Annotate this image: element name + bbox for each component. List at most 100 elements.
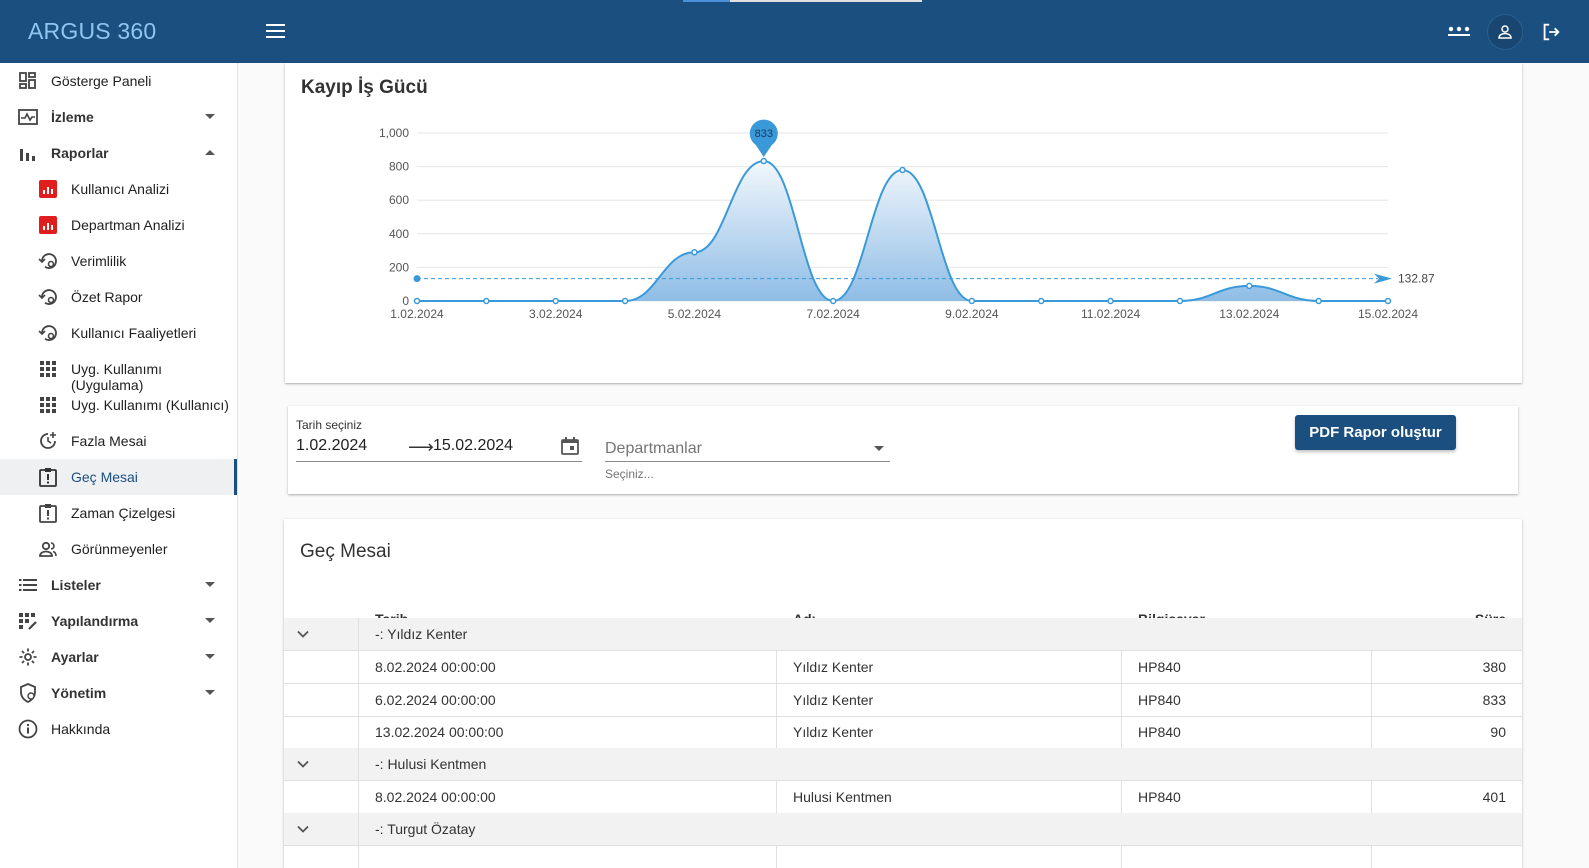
- cell-name: Yıldız Kenter: [793, 692, 874, 708]
- cell-computer: HP840: [1138, 724, 1181, 740]
- cell-date: 13.02.2024 00:00:00: [375, 724, 504, 740]
- sidebar-item-app-usage-app[interactable]: Uyg. Kullanımı (Uygulama): [0, 351, 237, 393]
- table-row[interactable]: 8.02.2024 00:00:00 Hulusi Kentmen HP840 …: [284, 781, 1522, 814]
- group-label: -: Turgut Özatay: [375, 821, 476, 837]
- sidebar-item-app-usage-user[interactable]: Uyg. Kullanımı (Kullanıcı): [0, 387, 237, 423]
- sidebar-item-label: Verimlilik: [71, 253, 127, 269]
- sidebar-item-overtime[interactable]: Fazla Mesai: [0, 423, 237, 459]
- sidebar-item-timesheet[interactable]: Zaman Çizelgesi: [0, 495, 237, 531]
- x-tick-label: 9.02.2024: [945, 307, 999, 321]
- department-underline: [605, 461, 890, 462]
- sidebar-item-label: Fazla Mesai: [71, 433, 147, 449]
- data-point: [899, 166, 906, 174]
- sidebar-item-label: Kullanıcı Faaliyetleri: [71, 325, 197, 341]
- cell-date: 8.02.2024 00:00:00: [375, 659, 496, 675]
- sidebar-item-settings[interactable]: Ayarlar: [0, 639, 237, 675]
- cell-computer: HP840: [1138, 659, 1181, 675]
- sidebar-item-reports[interactable]: Raporlar: [0, 135, 237, 171]
- sidebar-item-label: Uyg. Kullanımı (Kullanıcı): [71, 397, 229, 413]
- config-grid-icon: [19, 613, 37, 630]
- hamburger-icon: [266, 24, 285, 26]
- calendar-icon[interactable]: [560, 436, 580, 456]
- average-label: 132.87: [1398, 272, 1435, 286]
- chevron-down-icon[interactable]: [297, 758, 309, 770]
- end-date-input[interactable]: 15.02.2024: [433, 437, 514, 454]
- sidebar-item-label: Zaman Çizelgesi: [71, 505, 176, 521]
- sidebar-item-label: Hakkında: [51, 721, 111, 737]
- data-point: [829, 297, 837, 305]
- report-red-icon: [39, 180, 57, 198]
- sidebar-item-late-shift[interactable]: Geç Mesai: [0, 459, 237, 495]
- sidebar-item-dashboard[interactable]: Gösterge Paneli: [0, 63, 237, 99]
- sidebar-item-user-analysis[interactable]: Kullanıcı Analizi: [0, 171, 237, 207]
- list-icon: [19, 579, 37, 591]
- filter-card: Tarih seçiniz 1.02.2024 ⟶ 15.02.2024 Dep…: [288, 406, 1518, 494]
- sidebar-item-summary-report[interactable]: Özet Rapor: [0, 279, 237, 315]
- create-pdf-report-button[interactable]: PDF Rapor oluştur: [1295, 415, 1456, 450]
- loading-indicator: [683, 0, 730, 2]
- y-tick-label: 600: [389, 193, 409, 207]
- data-point: [1176, 297, 1184, 305]
- user-icon: [1498, 25, 1512, 39]
- sidebar-item-monitoring[interactable]: İzleme: [0, 99, 237, 135]
- cell-name: Hulusi Kentmen: [793, 789, 892, 805]
- table-row[interactable]: 13.02.2024 00:00:00 Yıldız Kenter HP840 …: [284, 716, 1522, 749]
- group-row[interactable]: -: Hulusi Kentmen: [284, 748, 1522, 781]
- cell-computer: HP840: [1138, 789, 1181, 805]
- cell-date: 8.02.2024 00:00:00: [375, 789, 496, 805]
- group-row[interactable]: -: Yıldız Kenter: [284, 618, 1522, 651]
- x-tick-label: 5.02.2024: [668, 307, 722, 321]
- sidebar-item-productivity[interactable]: Verimlilik: [0, 243, 237, 279]
- table-row-partial[interactable]: [284, 846, 1522, 868]
- sidebar-item-label: Gösterge Paneli: [51, 73, 152, 89]
- grid-icon: [40, 397, 56, 413]
- sidebar-item-label: Departman Analizi: [71, 217, 185, 233]
- chevron-down-icon[interactable]: [297, 628, 309, 640]
- sidebar-item-invisibles[interactable]: Görünmeyenler: [0, 531, 237, 567]
- x-tick-label: 7.02.2024: [806, 307, 860, 321]
- sidebar-item-label: Listeler: [51, 577, 101, 593]
- logout-button[interactable]: [1533, 14, 1569, 50]
- cell-duration: 401: [1482, 789, 1506, 805]
- x-tick-label: 3.02.2024: [529, 307, 583, 321]
- department-select[interactable]: Departmanlar: [605, 440, 702, 457]
- data-point: [621, 297, 629, 305]
- group-label: -: Yıldız Kenter: [375, 626, 468, 642]
- sidebar-item-user-activities[interactable]: Kullanıcı Faaliyetleri: [0, 315, 237, 351]
- user-account-button[interactable]: [1487, 14, 1523, 50]
- history-gear-icon: [38, 253, 57, 269]
- sidebar-item-label: Ayarlar: [51, 649, 99, 665]
- y-tick-label: 800: [389, 160, 409, 174]
- cell-name: Yıldız Kenter: [793, 659, 874, 675]
- data-point: [691, 249, 698, 256]
- chevron-down-icon[interactable]: [297, 823, 309, 835]
- table-row[interactable]: 6.02.2024 00:00:00 Yıldız Kenter HP840 8…: [284, 684, 1522, 717]
- data-point: [1246, 282, 1253, 290]
- late-shift-table-card: Geç Mesai Tarih Adı Bilgisayar Süre -: Y…: [284, 519, 1522, 868]
- cell-date: 6.02.2024 00:00:00: [375, 692, 496, 708]
- app-brand[interactable]: ARGUS 360: [28, 18, 157, 44]
- apps-button[interactable]: [1441, 14, 1477, 50]
- chevron-down-icon: [205, 618, 215, 623]
- table-row[interactable]: 8.02.2024 00:00:00 Yıldız Kenter HP840 3…: [284, 651, 1522, 684]
- chevron-down-icon[interactable]: [874, 446, 884, 451]
- y-tick-label: 1,000: [379, 126, 409, 140]
- data-point: [1107, 297, 1114, 305]
- department-hint: Seçiniz...: [605, 467, 654, 481]
- monitor-icon: [18, 109, 38, 125]
- top-bar: ARGUS 360: [0, 0, 1589, 63]
- sidebar-item-management[interactable]: Yönetim: [0, 675, 237, 711]
- start-date-input[interactable]: 1.02.2024: [296, 437, 368, 454]
- data-point: [1315, 297, 1322, 305]
- sidebar-item-lists[interactable]: Listeler: [0, 567, 237, 603]
- y-tick-label: 0: [402, 294, 409, 308]
- chevron-down-icon: [205, 582, 215, 587]
- alert-clipboard-icon: [39, 468, 57, 487]
- sidebar-item-configuration[interactable]: Yapılandırma: [0, 603, 237, 639]
- menu-toggle-button[interactable]: [263, 20, 289, 44]
- x-tick-label: 1.02.2024: [390, 307, 444, 321]
- sidebar-item-department-analysis[interactable]: Departman Analizi: [0, 207, 237, 243]
- sidebar-item-about[interactable]: Hakkında: [0, 711, 237, 747]
- loading-track: [730, 0, 922, 2]
- group-row[interactable]: -: Turgut Özatay: [284, 813, 1522, 846]
